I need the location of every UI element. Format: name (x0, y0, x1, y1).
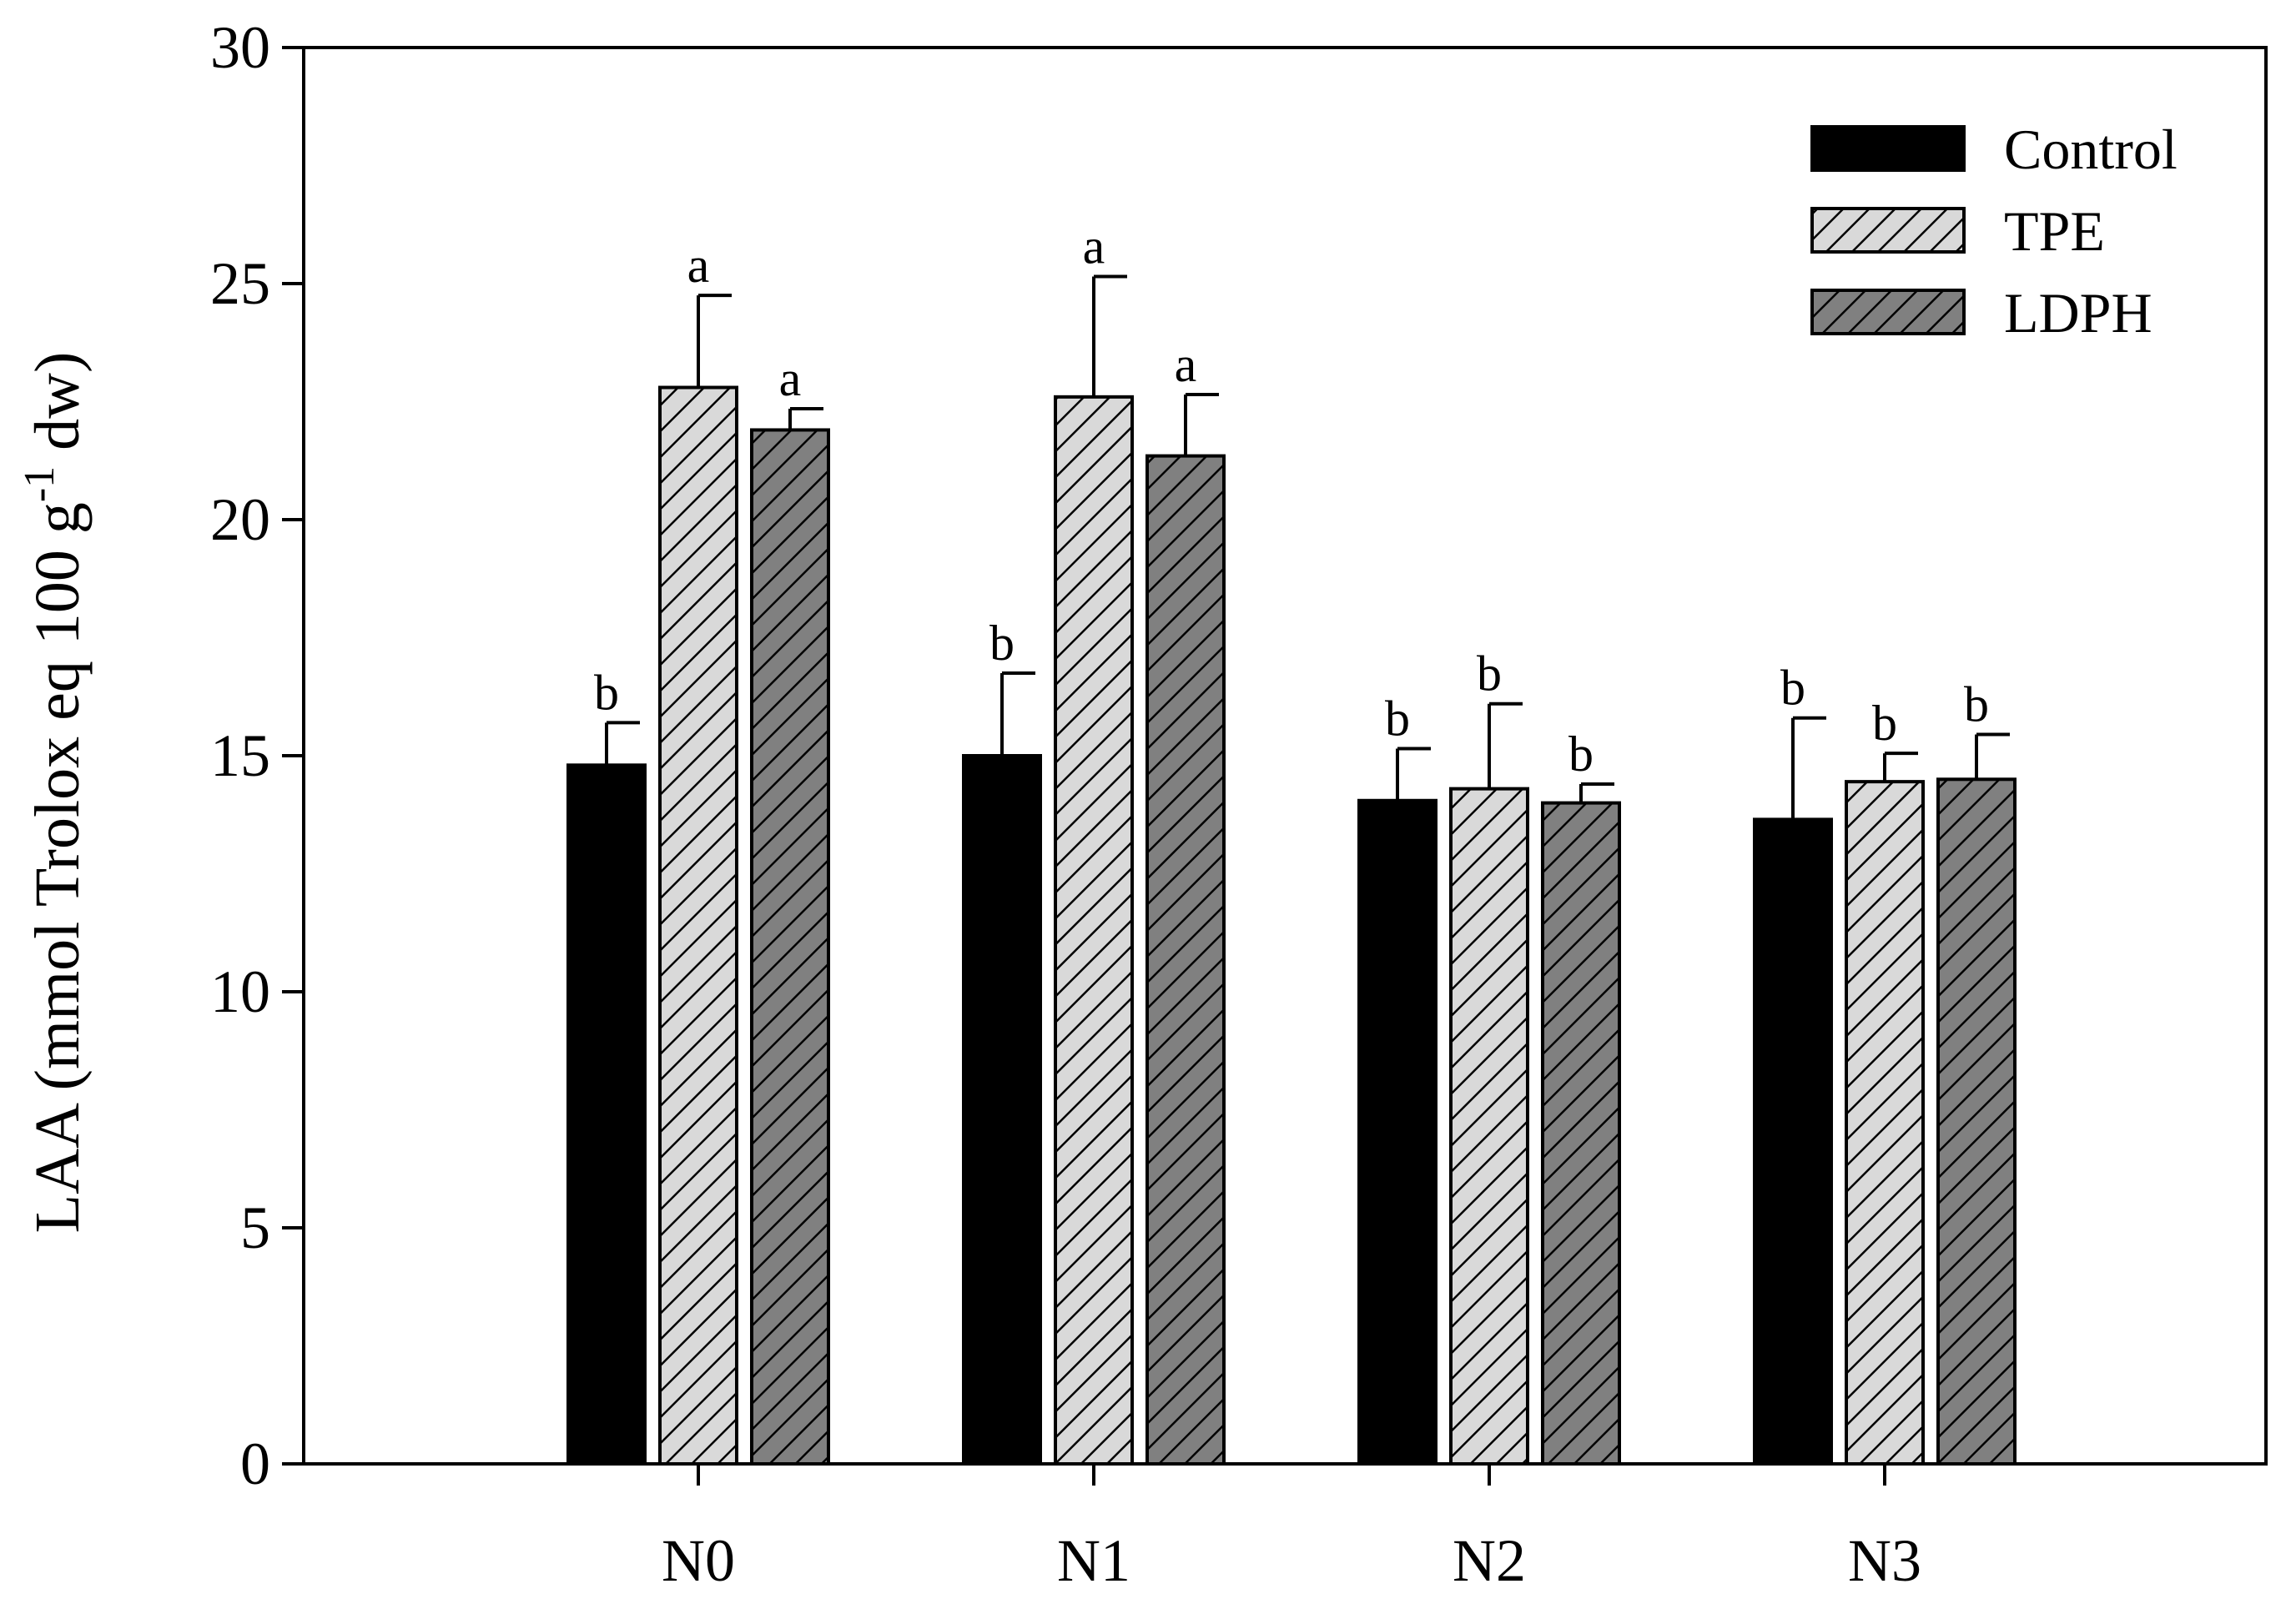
significance-letter: b (1872, 696, 1897, 751)
y-tick-label: 20 (210, 486, 270, 553)
y-tick-label: 10 (210, 958, 270, 1025)
bar-control-n0 (566, 763, 647, 1466)
significance-letter: a (687, 238, 710, 293)
significance-letter: b (989, 616, 1015, 671)
y-tick-label: 5 (240, 1194, 270, 1261)
y-tick-label: 30 (210, 14, 270, 81)
x-tick-label-n3: N3 (1848, 1527, 1921, 1594)
significance-letter: b (1780, 661, 1805, 716)
significance-letter: b (1385, 691, 1410, 747)
bar-ldph-n1 (1145, 454, 1226, 1466)
significance-letter: a (779, 351, 802, 406)
significance-letter: b (1477, 646, 1502, 701)
y-tick-label: 15 (210, 722, 270, 789)
legend-swatch-control (1810, 125, 1966, 172)
legend-label-ldph: LDPH (2004, 281, 2152, 344)
legend-swatch-tpe (1810, 207, 1966, 254)
significance-letter: b (1568, 727, 1594, 782)
legend-label-tpe: TPE (2004, 199, 2105, 263)
legend-swatch-ldph (1810, 289, 1966, 335)
significance-letter: a (1175, 337, 1197, 392)
bar-control-n1 (962, 754, 1042, 1466)
bar-control-n2 (1357, 798, 1438, 1466)
x-tick-label-n2: N2 (1453, 1527, 1526, 1594)
significance-letter: b (1964, 677, 1989, 732)
legend-label-control: Control (2004, 118, 2178, 181)
bar-tpe-n2 (1449, 787, 1529, 1466)
y-axis-label: LAA (mmol Trolox eq 100 g-1 dw) (16, 352, 93, 1234)
bar-control-n3 (1753, 817, 1833, 1466)
bar-ldph-n2 (1541, 801, 1621, 1466)
bar-tpe-n1 (1054, 395, 1134, 1466)
legend: Control TPE LDPH (1810, 118, 2178, 344)
bar-ldph-n3 (1936, 777, 2017, 1466)
bar-ldph-n0 (750, 428, 830, 1466)
x-tick-label-n1: N1 (1057, 1527, 1130, 1594)
significance-letter: a (1083, 219, 1105, 274)
significance-letter: b (594, 665, 619, 720)
x-tick-label-n0: N0 (662, 1527, 735, 1594)
bar-tpe-n0 (658, 385, 738, 1466)
y-tick-label: 25 (210, 250, 270, 317)
bar-tpe-n3 (1845, 780, 1925, 1466)
y-tick-label: 0 (240, 1431, 270, 1497)
